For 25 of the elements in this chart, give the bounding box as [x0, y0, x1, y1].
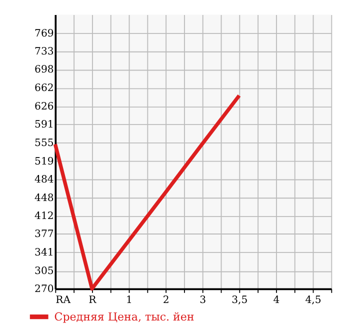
- x-tick-label: 4: [273, 295, 280, 306]
- y-tick-label: 341: [34, 248, 54, 259]
- y-tick-label: 305: [34, 266, 54, 278]
- y-tick-label: 519: [34, 156, 54, 168]
- y-tick-label: 698: [34, 64, 54, 76]
- x-tick-label: 1: [126, 295, 132, 306]
- y-tick-label: 626: [34, 102, 54, 113]
- x-tick-label: R: [88, 295, 97, 306]
- x-tick-label: 3,5: [232, 295, 248, 306]
- line-series: [53, 94, 242, 291]
- x-tick-label: 2: [162, 295, 170, 306]
- y-tick-label: 591: [34, 119, 54, 130]
- x-tick-label: 4,5: [305, 295, 322, 306]
- y-tick-label: 270: [34, 284, 54, 295]
- y-tick-label: 484: [34, 174, 54, 186]
- x-tick-label: 3: [200, 295, 206, 306]
- legend-label: Средняя Цена, тыс. йен: [54, 310, 194, 324]
- y-tick-label: 769: [34, 28, 54, 40]
- y-tick-label: 448: [34, 192, 54, 204]
- y-tick-label: 662: [34, 83, 54, 94]
- y-tick-label: 412: [34, 211, 54, 222]
- x-tick-label: RA: [56, 295, 72, 306]
- y-tick-label: 555: [34, 138, 54, 149]
- y-tick-label: 733: [34, 46, 54, 58]
- y-tick-label: 377: [34, 229, 54, 240]
